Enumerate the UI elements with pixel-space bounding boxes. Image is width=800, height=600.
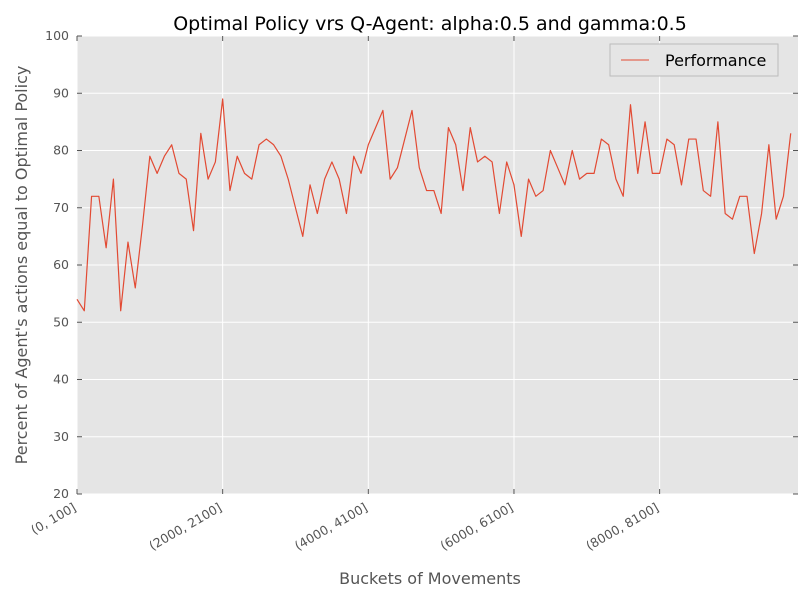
chart-title: Optimal Policy vrs Q-Agent: alpha:0.5 an… bbox=[173, 13, 687, 35]
x-tick-label: (8000, 8100] bbox=[583, 500, 661, 554]
series-layer bbox=[76, 98, 792, 312]
y-tick-label: 50 bbox=[53, 314, 69, 329]
y-axis-label: Percent of Agent's actions equal to Opti… bbox=[12, 66, 31, 465]
legend: Performance bbox=[609, 43, 779, 77]
x-tick-label: (0, 100] bbox=[28, 500, 78, 538]
legend-label: Performance bbox=[665, 51, 766, 70]
y-tick-label: 40 bbox=[53, 372, 69, 387]
series-line-performance bbox=[76, 98, 792, 312]
y-tick-label: 90 bbox=[53, 85, 69, 100]
y-tick-label: 80 bbox=[53, 143, 69, 158]
y-tick-label: 20 bbox=[53, 486, 69, 501]
x-tick-label: (6000, 6100] bbox=[438, 500, 516, 554]
y-tick-label: 100 bbox=[45, 28, 69, 43]
y-tick-label: 60 bbox=[53, 257, 69, 272]
x-tick-label: (2000, 2100] bbox=[146, 500, 224, 554]
x-tick-label: (4000, 4100] bbox=[292, 500, 370, 554]
y-tick-label: 70 bbox=[53, 200, 69, 215]
y-tick-label: 30 bbox=[53, 429, 69, 444]
x-axis-label: Buckets of Movements bbox=[339, 569, 521, 588]
